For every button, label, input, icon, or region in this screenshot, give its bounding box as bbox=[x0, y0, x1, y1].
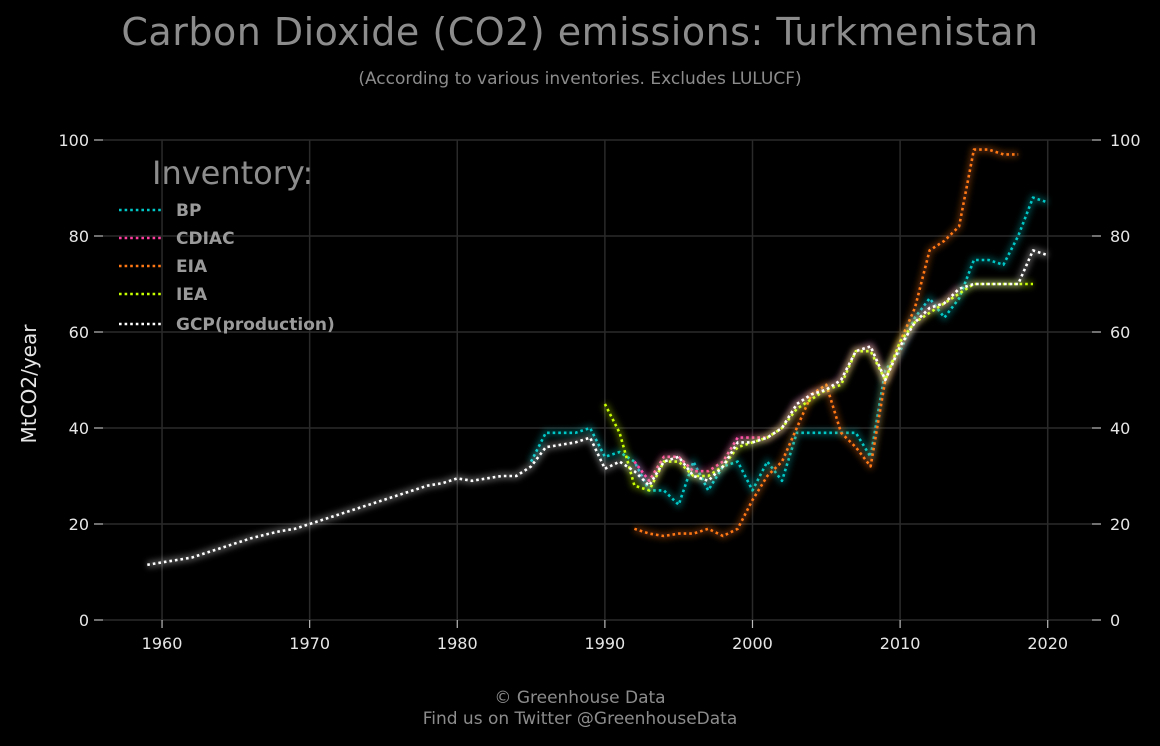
y-tick-label: 0 bbox=[79, 611, 89, 630]
chart-subtitle: (According to various inventories. Exclu… bbox=[358, 69, 802, 89]
grid bbox=[103, 139, 1092, 621]
legend-label-eia: EIA bbox=[176, 257, 208, 277]
chart-title: Carbon Dioxide (CO2) emissions: Turkmeni… bbox=[121, 10, 1039, 54]
x-tick-label: 1980 bbox=[437, 634, 478, 653]
x-tick-label: 2010 bbox=[880, 634, 921, 653]
legend-label-bp: BP bbox=[176, 201, 201, 221]
legend: Inventory: BP CDIAC EIA IEA GCP(production) bbox=[119, 154, 335, 335]
series-line-gcp-production bbox=[147, 249, 1049, 567]
y-tick-label-right: 20 bbox=[1110, 515, 1130, 534]
y-tick-label-right: 60 bbox=[1110, 323, 1130, 342]
y-tick-label: 60 bbox=[69, 323, 89, 342]
legend-label-gcp-production: GCP(production) bbox=[176, 315, 335, 335]
series-line-eia bbox=[633, 148, 1019, 538]
y-tick-label-right: 40 bbox=[1110, 419, 1130, 438]
y-tick-label: 100 bbox=[58, 131, 89, 150]
y-tick-label-right: 0 bbox=[1110, 611, 1120, 630]
x-tick-label: 2020 bbox=[1027, 634, 1068, 653]
y-axis-label: MtCO2/year bbox=[17, 324, 41, 444]
x-tick-label: 1990 bbox=[585, 634, 626, 653]
x-tick-label: 1960 bbox=[142, 634, 183, 653]
legend-title: Inventory: bbox=[152, 154, 313, 192]
series-layer bbox=[146, 146, 1049, 569]
legend-label-cdiac: CDIAC bbox=[176, 229, 235, 249]
x-tick-label: 2000 bbox=[732, 634, 773, 653]
footer-twitter: Find us on Twitter @GreenhouseData bbox=[422, 709, 738, 729]
series-glow-gcp-production bbox=[146, 246, 1049, 569]
y-tick-label: 20 bbox=[69, 515, 89, 534]
legend-label-iea: IEA bbox=[176, 285, 208, 305]
x-tick-label: 1970 bbox=[289, 634, 330, 653]
y-tick-label: 80 bbox=[69, 227, 89, 246]
y-tick-label: 40 bbox=[69, 419, 89, 438]
y-tick-label-right: 100 bbox=[1110, 131, 1141, 150]
y-tick-label-right: 80 bbox=[1110, 227, 1130, 246]
footer-copyright: © Greenhouse Data bbox=[494, 688, 666, 708]
